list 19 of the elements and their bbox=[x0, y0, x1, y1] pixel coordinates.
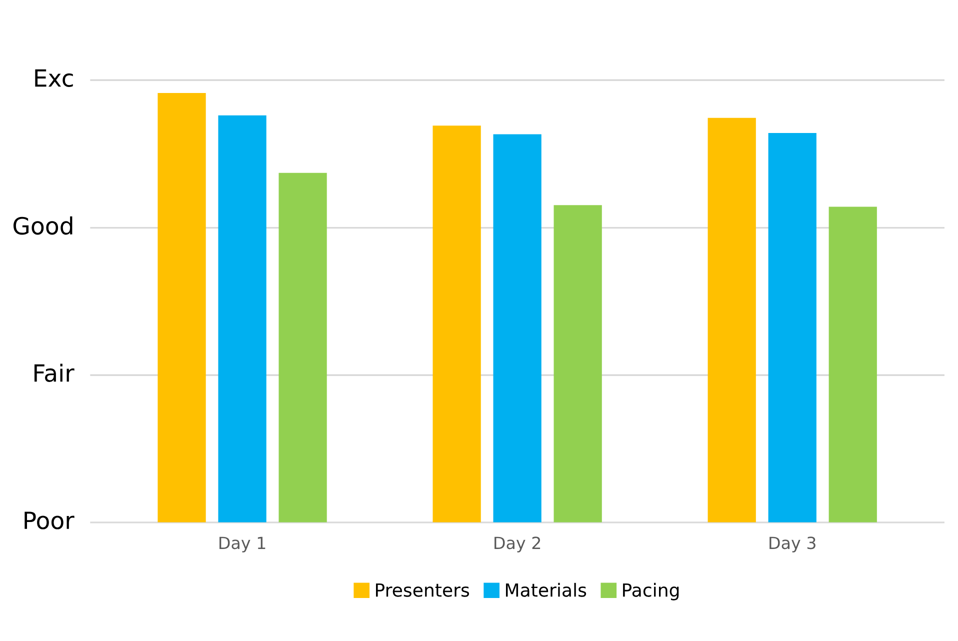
bar bbox=[432, 126, 481, 522]
bar bbox=[278, 172, 327, 522]
x-tick-label: Day 3 bbox=[770, 536, 816, 552]
ref-line-label: Fair bbox=[34, 364, 74, 382]
legend-label: Pacing bbox=[623, 582, 679, 600]
legend-label: Materials bbox=[506, 582, 586, 597]
legend-label: Presenters bbox=[376, 583, 470, 597]
bar bbox=[768, 132, 816, 522]
bar bbox=[158, 93, 206, 522]
bar bbox=[828, 206, 877, 522]
bar bbox=[554, 205, 602, 522]
ref-line-label: Exc bbox=[35, 69, 73, 87]
x-tick-label: Day 1 bbox=[220, 536, 266, 552]
x-tick-label: Day 2 bbox=[494, 536, 540, 552]
ref-line-label: Good bbox=[13, 216, 72, 235]
bar bbox=[493, 134, 542, 522]
bar bbox=[218, 115, 266, 522]
bar bbox=[708, 118, 756, 522]
ref-line-label: Poor bbox=[24, 512, 74, 530]
